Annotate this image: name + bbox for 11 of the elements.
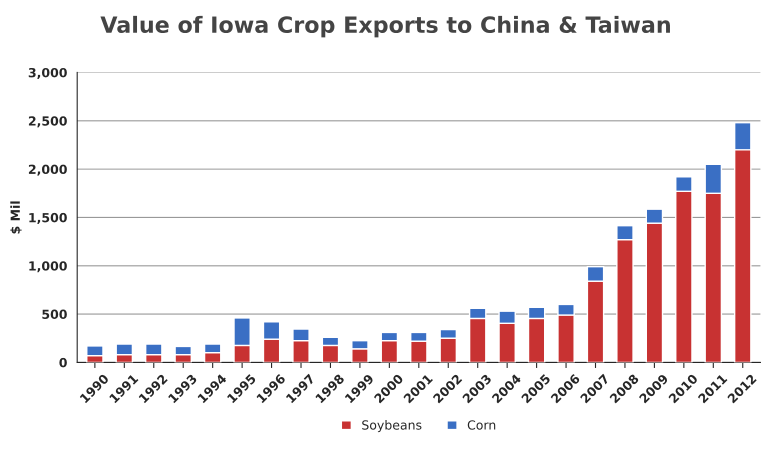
legend-label: Corn [468,420,496,430]
legend-label: Soybeans [362,420,422,432]
y-axis-title: $ Mil [10,201,22,234]
y-tick-label: 1,000 [29,261,67,272]
chart-title: Value of Iowa Crop Exports to China & Taiwan [100,16,670,38]
y-tick-label: 2,500 [28,116,67,128]
y-tick-label: 3,000 [28,68,67,80]
y-tick-label: 500 [42,310,67,320]
y-tick-label: 2,000 [28,164,67,176]
y-tick-label: 1,500 [29,212,67,224]
y-tick-label: 0 [59,358,67,368]
